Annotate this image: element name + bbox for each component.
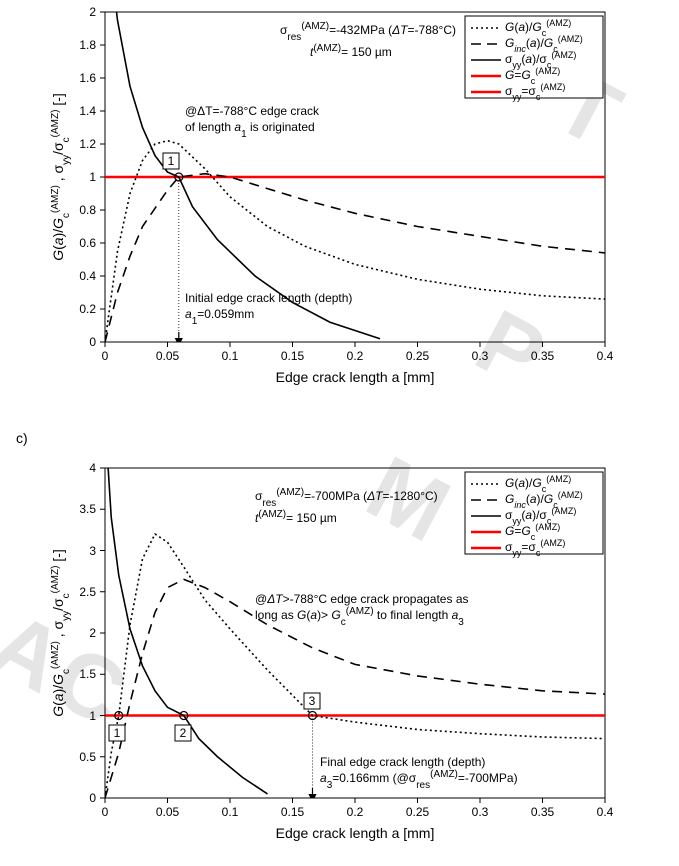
chart-b: 0 0.05 0.1 0.15 0.2 0.25 0.3 0.35 0.4 0 …: [40, 456, 650, 866]
svg-text:0.35: 0.35: [531, 349, 555, 363]
svg-text:1.8: 1.8: [79, 38, 96, 52]
svg-text:0.6: 0.6: [79, 236, 96, 250]
chart-a: 0 0.05 0.1 0.15 0.2 0.25 0.3 0.35 0.4 0 …: [40, 0, 650, 410]
chart-a-title1: σres(AMZ)=-432MPa (ΔT=-788°C): [280, 21, 456, 43]
svg-text:2: 2: [180, 726, 187, 740]
series-ginc-a: [105, 174, 605, 342]
chart-a-annob1: Initial edge crack length (depth): [185, 291, 352, 305]
chart-b-title1: σres(AMZ)=-700MPa (ΔT=-1280°C): [255, 487, 438, 509]
svg-text:0.1: 0.1: [222, 805, 239, 819]
svg-text:0.8: 0.8: [79, 203, 96, 217]
svg-text:0.15: 0.15: [281, 805, 305, 819]
svg-text:0.35: 0.35: [531, 805, 555, 819]
svg-text:0: 0: [102, 805, 109, 819]
svg-text:1: 1: [168, 154, 175, 168]
chart-a-title2: t(AMZ)= 150 µm: [310, 43, 392, 60]
svg-text:0.15: 0.15: [281, 349, 305, 363]
svg-text:1.6: 1.6: [79, 71, 96, 85]
chart-b-anno1: @ΔT>-788°C edge crack propagates as: [255, 592, 469, 606]
svg-text:0.3: 0.3: [472, 805, 489, 819]
chart-b-title2: t(AMZ)= 150 µm: [255, 509, 337, 526]
chart-a-xlabel: Edge crack length a [mm]: [276, 369, 435, 385]
svg-text:0.1: 0.1: [222, 349, 239, 363]
svg-text:0.2: 0.2: [347, 349, 364, 363]
chart-b-ylabel: G(a)/Gc(AMZ) , σyy/σc(AMZ) [-]: [50, 549, 72, 717]
svg-text:0.25: 0.25: [406, 349, 430, 363]
svg-text:0.05: 0.05: [156, 349, 180, 363]
svg-text:2.5: 2.5: [79, 585, 96, 599]
svg-text:4: 4: [89, 461, 96, 475]
chart-b-annob1: Final edge crack length (depth): [320, 755, 485, 769]
svg-text:0.4: 0.4: [597, 805, 614, 819]
svg-text:0.25: 0.25: [406, 805, 430, 819]
legend-a: G(a)/Gc(AMZ) Ginc(a)/Gc(AMZ) σyy(a)/σc(A…: [465, 16, 603, 102]
svg-text:0: 0: [102, 349, 109, 363]
subplot-label-c: c): [16, 430, 28, 446]
chart-a-anno2: of length a1 is originated: [185, 120, 315, 140]
chart-a-annob2: a1=0.059mm: [185, 307, 254, 327]
svg-text:1.4: 1.4: [79, 104, 96, 118]
svg-text:3: 3: [309, 694, 316, 708]
legend-b: G(a)/Gc(AMZ) Ginc(a)/Gc(AMZ) σyy(a)/σc(A…: [465, 472, 603, 558]
svg-text:0: 0: [89, 791, 96, 805]
chart-b-annob2: a3=0.166mm (@σres(AMZ)=-700MPa): [320, 769, 518, 791]
svg-text:1.2: 1.2: [79, 137, 96, 151]
svg-text:2: 2: [89, 626, 96, 640]
svg-text:0.4: 0.4: [597, 349, 614, 363]
svg-text:0: 0: [89, 335, 96, 349]
chart-b-anno2: long as G(a)> Gc(AMZ) to final length a3: [255, 606, 464, 628]
svg-text:0.2: 0.2: [347, 805, 364, 819]
svg-text:3: 3: [89, 544, 96, 558]
chart-b-xlabel: Edge crack length a [mm]: [276, 825, 435, 841]
series-g-a: [105, 141, 605, 342]
chart-a-anno1: @ΔT=-788°C edge crack: [185, 104, 320, 118]
chart-a-ylabel: G(a)/Gc(AMZ) , σyy/σc(AMZ) [-]: [50, 93, 72, 261]
svg-text:0.5: 0.5: [79, 750, 96, 764]
svg-text:2: 2: [89, 5, 96, 19]
series-sigma-b: [105, 456, 268, 794]
svg-text:3.5: 3.5: [79, 502, 96, 516]
svg-text:0.4: 0.4: [79, 269, 96, 283]
svg-text:1: 1: [114, 726, 121, 740]
svg-text:0.05: 0.05: [156, 805, 180, 819]
svg-text:0.2: 0.2: [79, 302, 96, 316]
svg-text:1.5: 1.5: [79, 667, 96, 681]
svg-text:0.3: 0.3: [472, 349, 489, 363]
svg-text:1: 1: [89, 170, 96, 184]
svg-text:1: 1: [89, 709, 96, 723]
